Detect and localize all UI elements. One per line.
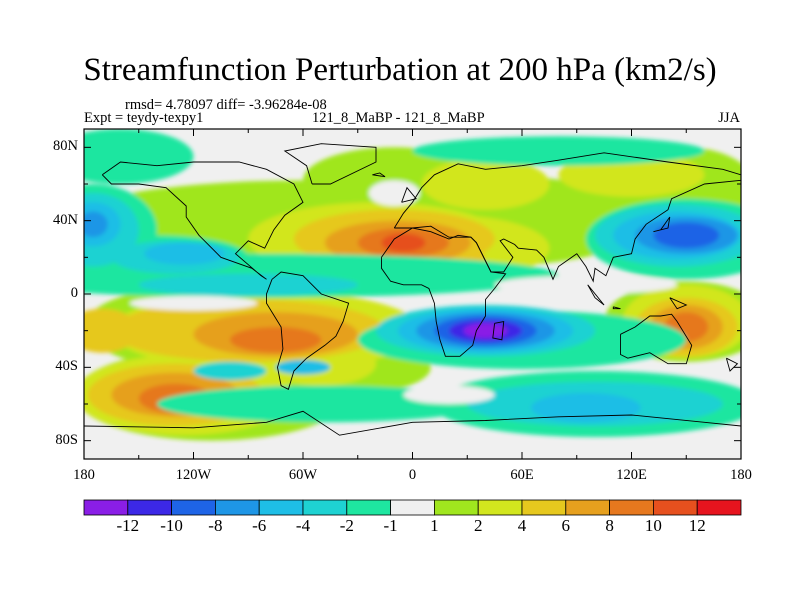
colorbar-swatch xyxy=(521,499,567,516)
colorbar-swatch xyxy=(696,499,742,516)
colorbar-label: 10 xyxy=(644,516,662,535)
colorbar-swatch xyxy=(258,499,304,516)
contour-region xyxy=(421,158,550,210)
colorbar-label: -10 xyxy=(160,516,183,535)
lon-tick-label: 120W xyxy=(175,467,212,483)
colorbar-swatch xyxy=(214,499,260,516)
contour-region xyxy=(412,136,705,166)
contour-region xyxy=(193,361,267,381)
lat-tick-label: 80S xyxy=(55,431,78,448)
contour-gap xyxy=(403,385,495,405)
case-label: 121_8_MaBP - 121_8_MaBP xyxy=(312,110,485,126)
coastline xyxy=(492,320,505,341)
contour-region xyxy=(230,327,322,353)
colorbar-label: -12 xyxy=(116,516,140,535)
colorbar-label: 1 xyxy=(430,516,439,535)
coastline xyxy=(84,410,741,436)
colorbar-swatch xyxy=(653,499,698,516)
colorbar-swatch xyxy=(83,499,129,516)
contour-region xyxy=(84,308,139,353)
contour-region xyxy=(531,393,641,423)
coastline xyxy=(725,357,739,372)
season-label: JJA xyxy=(718,110,740,126)
colorbar-swatch xyxy=(390,499,435,516)
stats-line: rmsd= 4.78097 diff= -3.96284e-08 xyxy=(125,97,327,113)
lat-tick-label: 80N xyxy=(53,138,78,155)
lat-tick-label: 40N xyxy=(53,211,78,228)
coastline xyxy=(587,284,605,306)
contour-region xyxy=(138,273,358,296)
coastline xyxy=(612,306,621,310)
coastline xyxy=(372,172,386,178)
colorbar-label: 8 xyxy=(605,516,614,535)
contour-fill xyxy=(84,129,741,441)
lon-tick-label: 60W xyxy=(288,467,318,483)
contour-region xyxy=(84,211,108,238)
colorbar-swatch xyxy=(127,499,173,516)
colorbar-swatch xyxy=(171,499,216,516)
lon-tick-label: 180 xyxy=(730,467,752,483)
colorbar-label: 4 xyxy=(517,516,527,535)
contour-region xyxy=(84,129,194,184)
contour-region xyxy=(275,360,331,375)
colorbar-swatch xyxy=(433,499,479,516)
colorbar-label: -1 xyxy=(383,516,398,535)
contour-levels xyxy=(84,129,741,441)
contour-region xyxy=(144,242,225,265)
axis-ticks xyxy=(83,129,742,459)
coastline xyxy=(266,271,350,390)
colorbar-label: 12 xyxy=(688,516,706,535)
contour-gap xyxy=(129,295,258,311)
coastline xyxy=(669,297,688,310)
colorbar-label: -4 xyxy=(295,516,311,535)
coastline xyxy=(101,161,304,280)
coastline xyxy=(393,152,741,229)
colorbar-swatch xyxy=(302,499,348,516)
colorbar-swatch xyxy=(477,499,523,516)
contour-gap xyxy=(494,275,678,295)
coastline xyxy=(401,186,417,203)
plot-title: Streamfunction Perturbation at 200 hPa (… xyxy=(83,52,717,88)
colorbar-swatch xyxy=(609,499,654,516)
colorbar xyxy=(83,499,742,516)
lat-tick-label: 40S xyxy=(55,358,78,375)
coastline xyxy=(653,216,671,233)
contour-region xyxy=(653,222,720,249)
contour-gap xyxy=(368,180,420,207)
colorbar-label: -8 xyxy=(208,516,223,535)
colorbar-label: 6 xyxy=(561,516,571,535)
lat-tick-label: 0 xyxy=(70,285,78,301)
lon-tick-label: 180 xyxy=(73,467,95,483)
contour-region xyxy=(463,323,508,339)
lon-tick-label: 60E xyxy=(510,467,534,483)
colorbar-label: -2 xyxy=(339,516,354,535)
colorbar-label: 2 xyxy=(473,516,483,535)
colorbar-swatch xyxy=(565,499,610,516)
contour-region xyxy=(381,233,426,252)
coastline xyxy=(283,143,377,185)
lon-tick-label: 0 xyxy=(408,467,417,483)
coastlines xyxy=(84,143,741,436)
colorbar-label: -6 xyxy=(252,516,267,535)
colorbar-swatch xyxy=(346,499,391,516)
lon-tick-label: 120E xyxy=(616,467,647,483)
experiment-label: Expt = teydy-texpy1 xyxy=(84,110,204,126)
coastline xyxy=(381,225,507,357)
coastline xyxy=(620,313,693,365)
